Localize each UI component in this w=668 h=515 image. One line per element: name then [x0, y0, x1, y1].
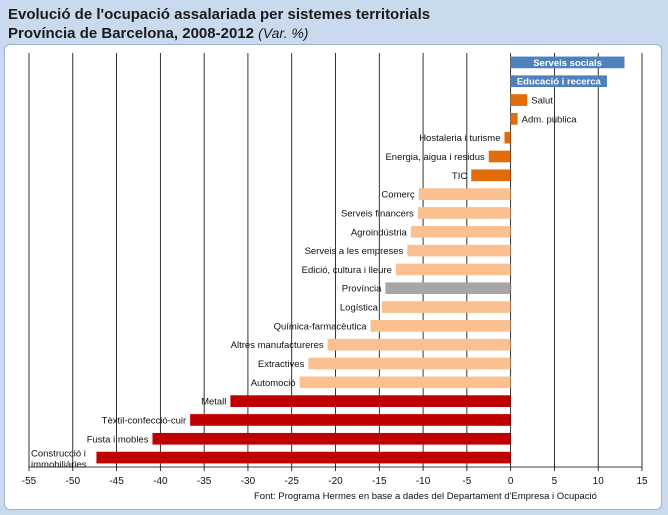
chart-title-line1: Evolució de l'ocupació assalariada per s…	[8, 6, 431, 23]
chart-title-unit: (Var. %)	[258, 25, 309, 41]
x-tick-label: -25	[284, 476, 299, 487]
bar	[510, 94, 528, 106]
chart-title-line2: Província de Barcelona, 2008-2012 (Var. …	[8, 24, 658, 43]
bar	[510, 75, 607, 88]
bar-label: Serveis socials	[533, 58, 602, 69]
bar	[381, 301, 511, 313]
bar-label: Química-farmacèutica	[274, 321, 368, 332]
x-tick-label: -45	[109, 476, 124, 487]
x-tick-label: 0	[508, 476, 514, 487]
bar	[510, 56, 625, 69]
bar-label: Metall	[201, 397, 226, 408]
bar-label: Fusta i mobles	[87, 434, 149, 445]
bar-label: Hostaleria i turisme	[419, 133, 500, 144]
bar-label: Extractives	[258, 359, 305, 370]
bar	[471, 169, 511, 182]
bar-label: Adm. pública	[522, 114, 578, 125]
bar	[370, 320, 511, 332]
x-tick-label: -10	[416, 476, 431, 487]
bar	[190, 414, 511, 426]
bar	[299, 376, 511, 389]
bar-label: Província	[342, 284, 382, 295]
bar-label: Tèxtil-confecció-cuir	[102, 415, 186, 426]
x-tick-label: -30	[241, 476, 256, 487]
bar	[385, 282, 511, 295]
bar-label: Construcció i	[31, 449, 86, 460]
bar	[327, 338, 511, 351]
bar	[488, 150, 511, 163]
bar-label: Agroindústria	[351, 227, 408, 238]
bar-label: TIC	[452, 171, 467, 182]
x-tick-label: -35	[197, 476, 212, 487]
bar	[417, 207, 511, 219]
chart-title-subtitle: Província de Barcelona, 2008-2012	[8, 25, 254, 42]
bar	[407, 244, 511, 257]
bar-label: Serveis a les empreses	[305, 246, 404, 257]
x-tick-label: 15	[636, 476, 648, 487]
bar-label: Energia, aigua i residus	[385, 152, 485, 163]
bar-label: Logística	[340, 303, 379, 314]
bar-label: Edició, cultura i lleure	[302, 265, 392, 276]
x-tick-label: -5	[462, 476, 471, 487]
bar	[96, 451, 511, 464]
x-tick-label: -55	[22, 476, 37, 487]
x-tick-label: -20	[328, 476, 343, 487]
bar	[308, 357, 511, 370]
source-note: Font: Programa Hermes en base a dades de…	[254, 491, 597, 502]
x-tick-label: 5	[552, 476, 558, 487]
x-tick-label: -50	[66, 476, 81, 487]
bar	[410, 225, 511, 238]
bar-label: Altres manufactureres	[231, 340, 324, 351]
bar-label: Salut	[531, 96, 553, 107]
x-tick-label: -15	[372, 476, 387, 487]
bar-label: Serveis financers	[341, 208, 414, 219]
x-tick-label: -40	[153, 476, 168, 487]
bar	[230, 395, 511, 407]
bar-label: Educació i recerca	[517, 77, 602, 88]
bar	[504, 131, 511, 144]
chart-title-block: Evolució de l'ocupació assalariada per s…	[8, 6, 658, 43]
bar-label: Automoció	[251, 378, 296, 389]
x-tick-label: 10	[593, 476, 605, 487]
bar	[152, 432, 511, 445]
bar	[395, 263, 511, 276]
bar	[510, 113, 518, 125]
bar	[418, 188, 511, 200]
bar-label: Comerç	[381, 190, 415, 201]
chart-panel	[4, 44, 662, 510]
bar-label: immobiliàries	[31, 460, 87, 471]
